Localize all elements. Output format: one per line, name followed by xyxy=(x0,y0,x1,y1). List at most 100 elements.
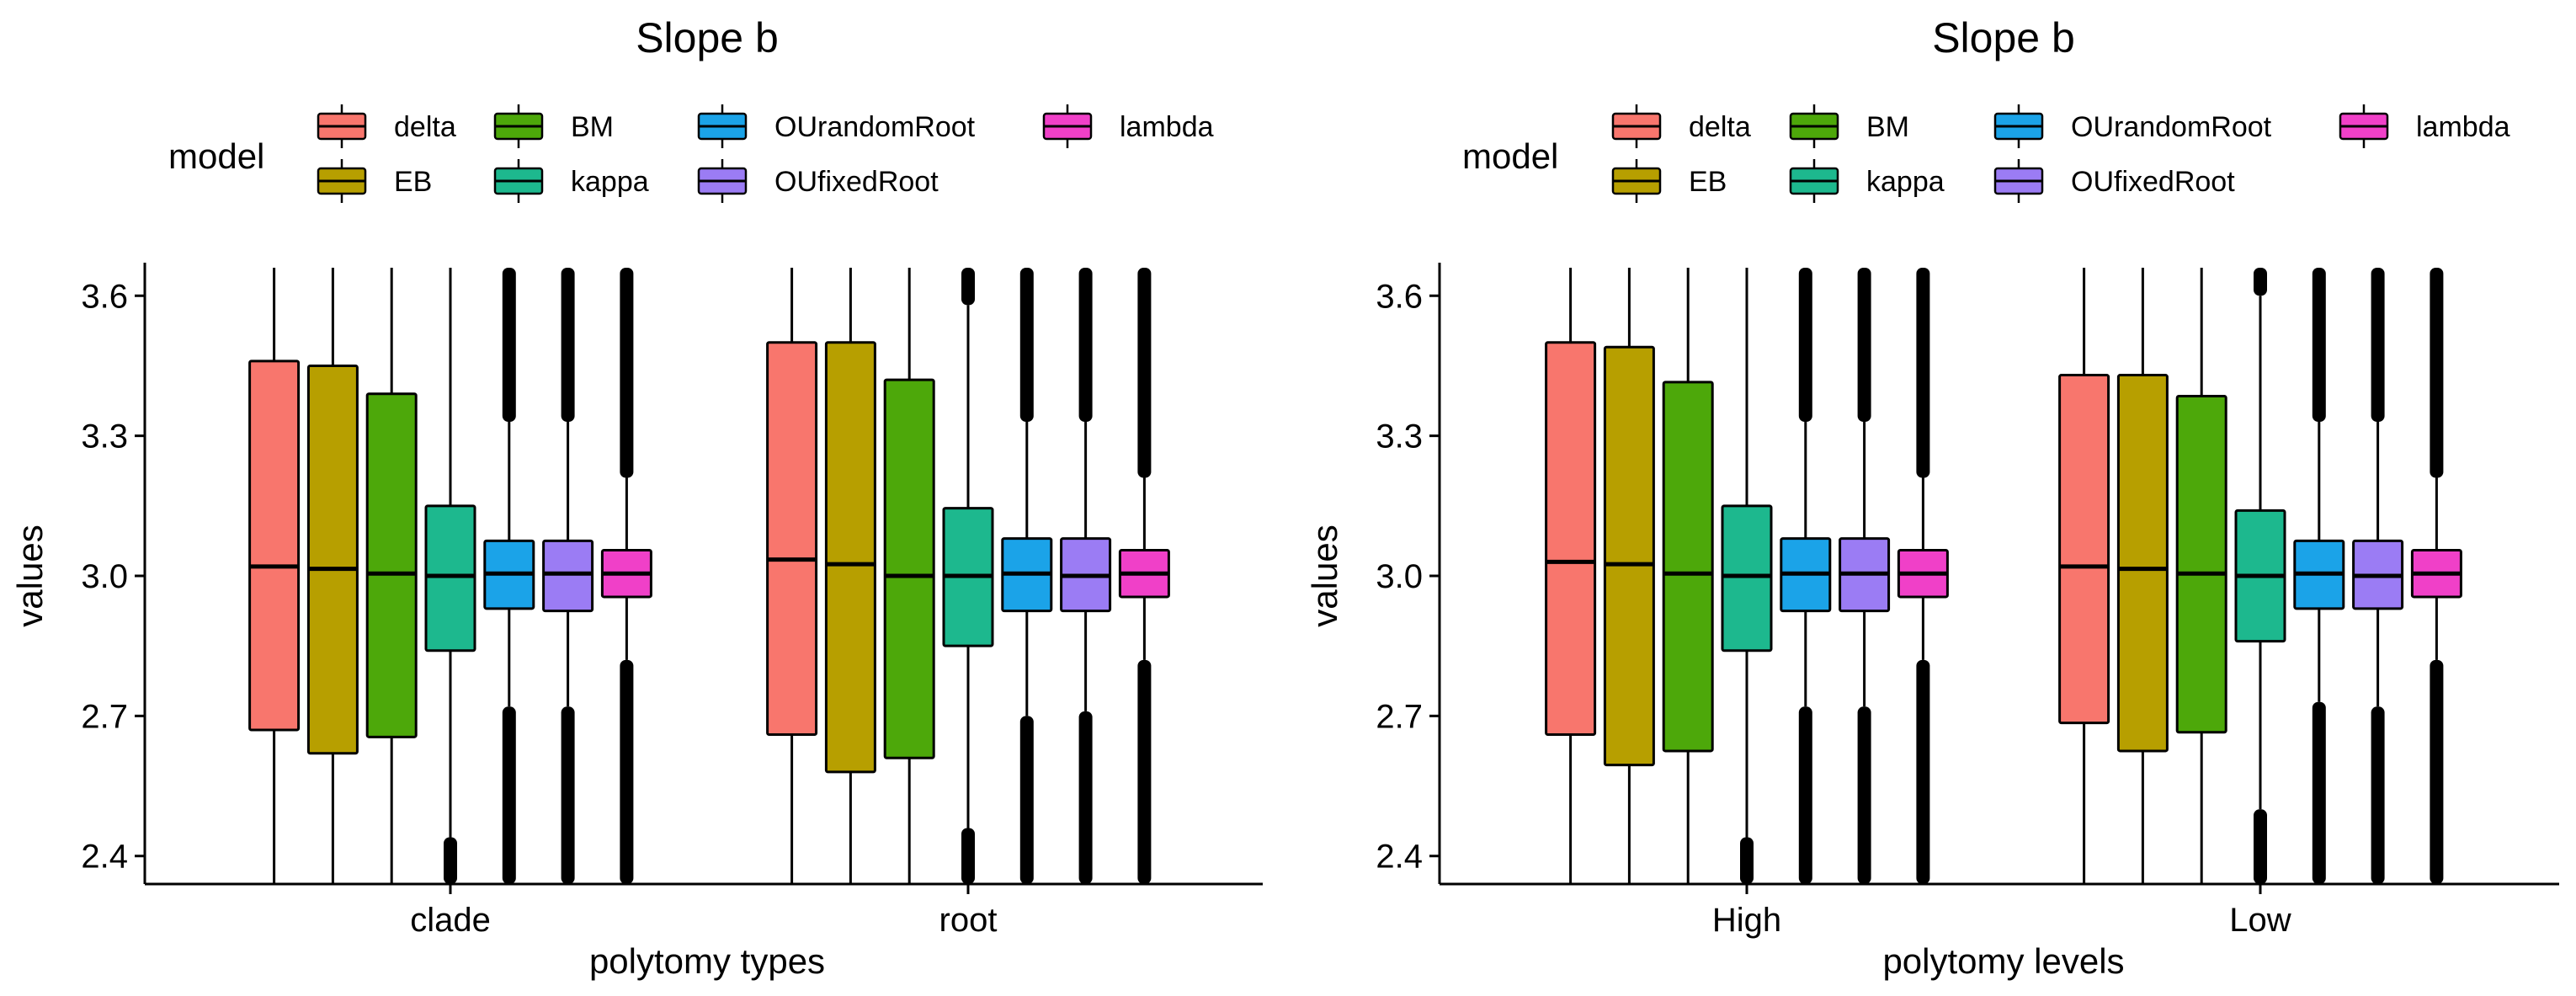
y-tick-label: 3.6 xyxy=(1376,278,1423,315)
box-clade-delta xyxy=(248,268,301,884)
legend: model delta EB BM kappa OUrandomRoot OUfixedRo… xyxy=(1462,104,2510,203)
legend-key-OUrandomRoot xyxy=(697,104,748,148)
box-outliers-high xyxy=(1857,268,1871,422)
box-outliers-low xyxy=(620,659,634,884)
legend-key-lambda xyxy=(1042,104,1093,148)
box-High-delta xyxy=(1545,268,1597,884)
box-body xyxy=(1721,504,1773,652)
box-outliers-low xyxy=(561,706,575,884)
chart-panel-2: Slope b model delta EB BM kappa OUrandomRoot OU… xyxy=(1305,14,2559,981)
box-outliers-low xyxy=(502,706,516,884)
chart-title: Slope b xyxy=(636,14,779,61)
legend-key-OUfixedRoot xyxy=(1993,159,2044,203)
y-axis-title: values xyxy=(10,525,50,626)
legend-label-EB: EB xyxy=(394,166,432,198)
box-outliers-low xyxy=(961,828,975,884)
legend-label-OUfixedRoot: OUfixedRoot xyxy=(774,166,939,198)
box-Low-OUrandomRoot xyxy=(2293,268,2345,884)
box-body xyxy=(248,360,301,732)
box-outliers-high xyxy=(2371,268,2385,422)
legend-key-BM xyxy=(493,104,544,148)
box-clade-EB xyxy=(306,268,359,884)
legend-key-delta xyxy=(317,104,367,148)
y-tick-label: 2.4 xyxy=(81,839,128,876)
box-outliers-low xyxy=(444,837,457,884)
box-outliers-low xyxy=(2430,659,2444,884)
y-tick-label: 3.0 xyxy=(81,558,128,595)
legend-label-EB: EB xyxy=(1689,166,1727,198)
box-clade-lambda xyxy=(600,268,652,884)
legend-title: model xyxy=(168,136,264,176)
box-Low-delta xyxy=(2058,268,2110,884)
box-outliers-low xyxy=(1078,711,1093,884)
box-body xyxy=(1545,341,1597,737)
box-outliers-low xyxy=(2254,809,2267,884)
x-tick-label: root xyxy=(939,902,998,939)
box-root-kappa xyxy=(942,268,994,884)
legend-label-delta: delta xyxy=(394,111,456,143)
box-Low-BM xyxy=(2175,268,2227,884)
legend-label-BM: BM xyxy=(571,111,614,143)
box-outliers-low xyxy=(1798,706,1812,884)
box-outliers-low xyxy=(1019,716,1034,884)
box-root-BM xyxy=(883,268,935,884)
box-High-BM xyxy=(1662,268,1714,884)
legend-key-EB xyxy=(317,159,367,203)
box-High-OUrandomRoot xyxy=(1780,268,1832,884)
legend-key-OUfixedRoot xyxy=(697,159,748,203)
legend-key-BM xyxy=(1789,104,1839,148)
box-outliers-high xyxy=(2312,268,2326,422)
y-tick-label: 3.6 xyxy=(81,278,128,315)
legend-label-kappa: kappa xyxy=(571,166,649,198)
box-Low-kappa xyxy=(2234,268,2286,884)
y-tick-label: 2.7 xyxy=(1376,698,1423,735)
box-High-EB xyxy=(1603,268,1655,884)
box-outliers-high xyxy=(1019,268,1034,422)
legend-key-OUrandomRoot xyxy=(1993,104,2044,148)
box-body xyxy=(424,504,476,652)
box-outliers-low xyxy=(2371,706,2385,884)
box-body xyxy=(306,364,359,755)
y-axis-title: values xyxy=(1305,525,1344,626)
legend-label-BM: BM xyxy=(1866,111,1909,143)
legend: model delta EB BM kappa OUrandomRoot OUfixedRo… xyxy=(168,104,1214,203)
box-body xyxy=(2116,374,2169,753)
box-High-lambda xyxy=(1897,268,1949,884)
box-clade-OUrandomRoot xyxy=(483,268,535,884)
box-outliers-high xyxy=(620,268,634,478)
legend-label-OUrandomRoot: OUrandomRoot xyxy=(774,111,976,143)
legend-label-OUrandomRoot: OUrandomRoot xyxy=(2071,111,2272,143)
y-tick-label: 3.3 xyxy=(81,418,128,455)
box-Low-OUfixedRoot xyxy=(2352,268,2404,884)
y-tick-label: 3.3 xyxy=(1376,418,1423,455)
legend-label-lambda: lambda xyxy=(2416,111,2510,143)
y-tick-label: 2.4 xyxy=(1376,839,1423,876)
box-clade-BM xyxy=(365,268,418,884)
chart-title: Slope b xyxy=(1932,14,2075,61)
box-outliers-high xyxy=(2254,268,2267,296)
box-outliers-high xyxy=(1798,268,1812,422)
legend-key-delta xyxy=(1611,104,1662,148)
legend-key-lambda xyxy=(2339,104,2389,148)
box-body xyxy=(2058,374,2110,725)
box-outliers-low xyxy=(2312,701,2326,884)
box-High-OUfixedRoot xyxy=(1839,268,1891,884)
box-body xyxy=(2175,395,2227,734)
legend-title: model xyxy=(1462,136,1558,176)
legend-key-kappa xyxy=(493,159,544,203)
box-body xyxy=(883,378,935,759)
y-tick-label: 2.7 xyxy=(81,698,128,735)
box-root-lambda xyxy=(1118,268,1170,884)
box-body xyxy=(1603,345,1655,767)
box-outliers-high xyxy=(502,268,516,422)
box-clade-OUfixedRoot xyxy=(542,268,594,884)
box-body xyxy=(824,341,876,774)
box-outliers-low xyxy=(1857,706,1871,884)
x-tick-label: clade xyxy=(410,902,491,939)
x-axis-title: polytomy levels xyxy=(1882,941,2124,981)
box-root-OUfixedRoot xyxy=(1060,268,1112,884)
box-outliers-low xyxy=(1137,659,1152,884)
legend-label-delta: delta xyxy=(1689,111,1751,143)
box-outliers-high xyxy=(561,268,575,422)
x-tick-label: High xyxy=(1712,902,1781,939)
